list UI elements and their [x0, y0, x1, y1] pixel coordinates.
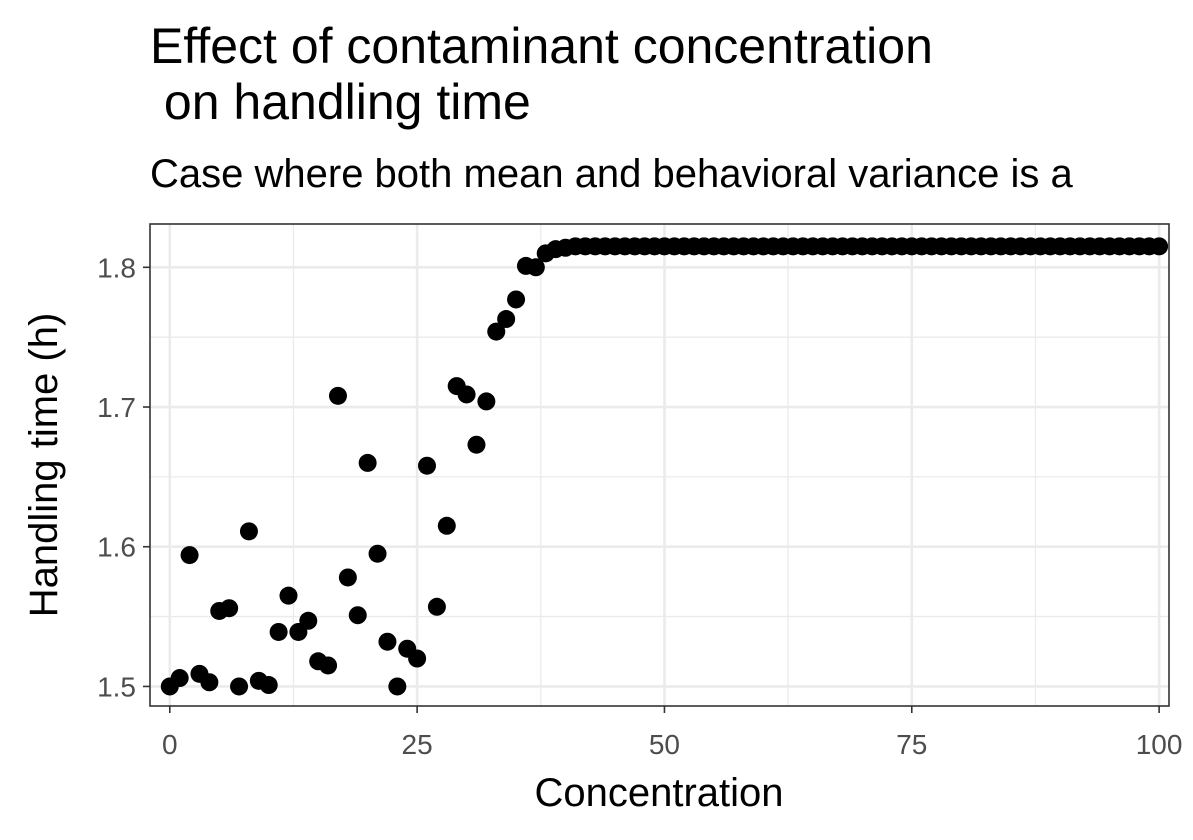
chart-title: Effect of contaminant concentration on h… [150, 18, 933, 130]
y-tick-label: 1.7 [97, 392, 136, 423]
data-point [467, 435, 486, 454]
data-point [427, 597, 446, 616]
y-axis-ticks: 1.5 1.6 1.7 1.8 [97, 252, 150, 702]
data-point [338, 568, 357, 587]
x-tick-label: 0 [162, 729, 178, 760]
plot-border [149, 223, 1170, 707]
data-point [368, 544, 387, 563]
data-point [239, 522, 258, 541]
data-points [160, 237, 1169, 696]
data-point [526, 258, 545, 277]
y-tick-label: 1.8 [97, 252, 136, 283]
data-point [220, 599, 239, 618]
x-axis-ticks: 0 25 50 75 100 [162, 706, 1182, 760]
data-point [358, 453, 377, 472]
data-point [170, 669, 189, 688]
data-point [1150, 237, 1169, 256]
data-point [457, 385, 476, 404]
data-point [230, 677, 249, 696]
chart-subtitle: Case where both mean and behavioral vari… [150, 152, 1073, 196]
plot-background [150, 224, 1169, 706]
data-point [408, 649, 427, 668]
data-point [388, 677, 407, 696]
data-point [497, 310, 516, 329]
y-tick-label: 1.6 [97, 532, 136, 563]
data-point [487, 322, 506, 341]
grid-lines [150, 224, 1169, 706]
data-point [180, 546, 199, 565]
data-point [269, 622, 288, 641]
data-point [477, 392, 496, 411]
data-point [348, 606, 367, 625]
data-point [259, 676, 278, 695]
x-tick-label: 25 [402, 729, 433, 760]
y-tick-label: 1.5 [97, 671, 136, 702]
data-point [319, 656, 338, 675]
data-point [507, 290, 526, 309]
x-tick-label: 75 [896, 729, 927, 760]
x-tick-label: 100 [1136, 729, 1183, 760]
data-point [279, 586, 298, 605]
x-axis-title: Concentration [534, 771, 783, 815]
x-tick-label: 50 [649, 729, 680, 760]
data-point [437, 516, 456, 535]
data-point [200, 673, 219, 692]
data-point [418, 456, 437, 475]
data-point [299, 611, 318, 630]
data-point [378, 632, 397, 651]
data-point [328, 386, 347, 405]
y-axis-title: Handling time (h) [22, 313, 66, 618]
